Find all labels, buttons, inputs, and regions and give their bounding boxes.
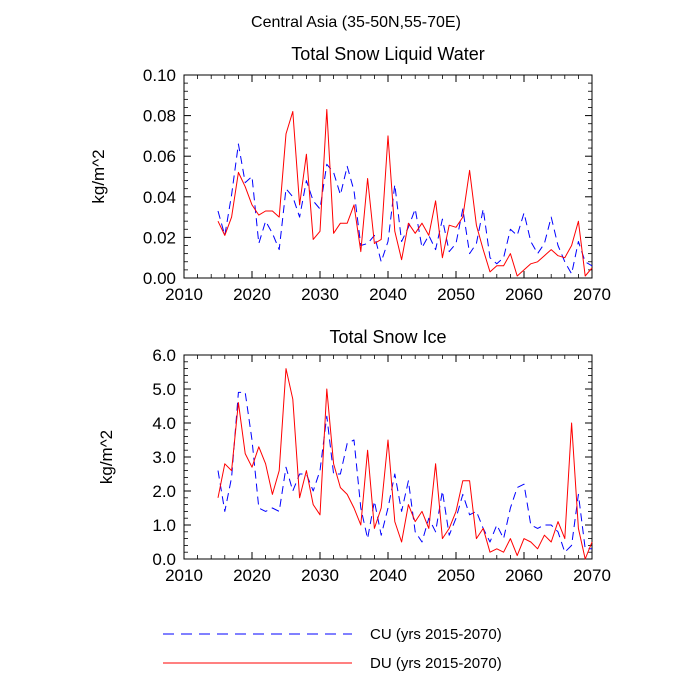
plot-frame <box>183 74 593 279</box>
panel-snow-ice: Total Snow Ice kg/m^2 2010 2020 2030 2040 2050… <box>97 327 611 585</box>
y-tick-label: 6.0 <box>152 346 176 365</box>
figure-title: Central Asia (35-50N,55-70E) <box>251 14 461 31</box>
chart-title: Total Snow Liquid Water <box>291 44 484 64</box>
x-tick-label: 2050 <box>437 566 475 585</box>
panel-snow-liquid-water: Total Snow Liquid Water kg/m^2 2010 2020 203… <box>89 44 611 304</box>
x-tick-label: 2020 <box>233 566 271 585</box>
series-cu-line <box>217 143 593 275</box>
y-axis-label: kg/m^2 <box>89 149 108 203</box>
y-tick-label: 0.00 <box>143 269 176 288</box>
plot-frame <box>183 354 593 560</box>
x-tick-label: 2050 <box>437 285 475 304</box>
x-tick-label: 2010 <box>165 566 203 585</box>
legend-cu-label: CU (yrs 2015-2070) <box>370 626 502 643</box>
series-du-line <box>217 109 593 277</box>
x-tick-label: 2060 <box>505 566 543 585</box>
y-tick-label: 1.0 <box>152 516 176 535</box>
chart-title: Total Snow Ice <box>329 327 446 347</box>
y-tick-label: 2.0 <box>152 482 176 501</box>
y-tick-label: 0.04 <box>143 188 176 207</box>
y-tick-label: 0.08 <box>143 107 176 126</box>
series-cu-line <box>217 391 592 553</box>
x-tick-label: 2020 <box>233 285 271 304</box>
x-tick-label: 2040 <box>369 566 407 585</box>
legend-du-label: DU (yrs 2015-2070) <box>370 655 502 672</box>
y-tick-label: 4.0 <box>152 414 176 433</box>
y-tick-label: 3.0 <box>152 448 176 467</box>
y-tick-label: 0.02 <box>143 228 176 247</box>
legend: CU (yrs 2015-2070) DU (yrs 2015-2070) <box>163 626 502 672</box>
x-tick-label: 2070 <box>573 285 611 304</box>
x-tick-label: 2030 <box>301 566 339 585</box>
y-tick-label: 0.06 <box>143 147 176 166</box>
x-tick-label: 2040 <box>369 285 407 304</box>
y-axis-label: kg/m^2 <box>97 430 116 484</box>
x-tick-label: 2070 <box>573 566 611 585</box>
x-tick-label: 2010 <box>165 285 203 304</box>
x-tick-label: 2030 <box>301 285 339 304</box>
y-tick-label: 5.0 <box>152 380 176 399</box>
x-tick-label: 2060 <box>505 285 543 304</box>
y-tick-label: 0.10 <box>143 66 176 85</box>
y-tick-label: 0.0 <box>152 550 176 569</box>
series-du-line <box>217 368 593 560</box>
